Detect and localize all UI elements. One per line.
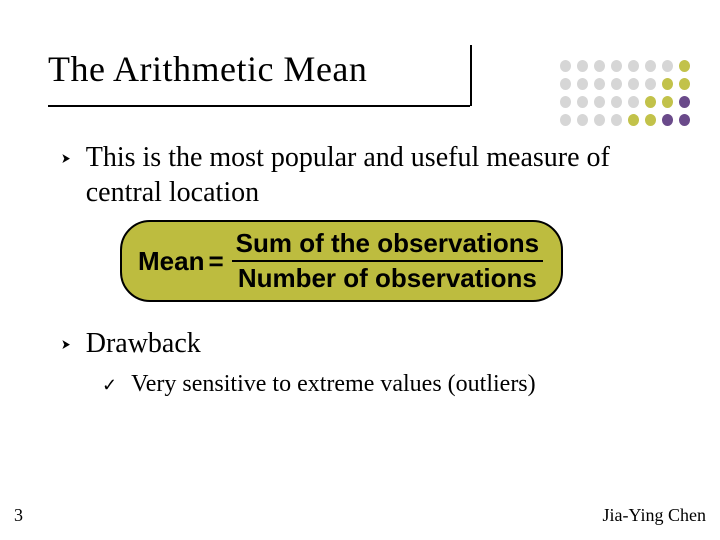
chevron-right-icon: ➤ — [61, 150, 70, 167]
dot-icon — [645, 96, 656, 108]
dot-icon — [662, 96, 673, 108]
dot-icon — [594, 60, 605, 72]
dot-icon — [611, 96, 622, 108]
formula-denominator: Number of observations — [232, 260, 543, 294]
dot-icon — [679, 60, 690, 72]
bullet-text: Drawback — [86, 326, 201, 361]
dot-icon — [577, 96, 588, 108]
bullet-item: ➤ Drawback — [60, 326, 680, 361]
title-underline — [48, 105, 470, 107]
dot-icon — [662, 60, 673, 72]
dot-icon — [560, 114, 571, 126]
dots-row — [560, 96, 690, 108]
sub-bullet-text: Very sensitive to extreme values (outlie… — [131, 371, 536, 398]
dot-icon — [611, 60, 622, 72]
dot-icon — [679, 78, 690, 90]
page-number: 3 — [14, 505, 23, 526]
dot-icon — [662, 114, 673, 126]
dot-icon — [577, 60, 588, 72]
dots-row — [560, 60, 690, 72]
check-icon: ✓ — [102, 375, 117, 396]
dot-icon — [645, 114, 656, 126]
chevron-right-icon: ➤ — [61, 336, 70, 353]
dot-icon — [594, 78, 605, 90]
formula-box: Mean = Sum of the observations Number of… — [120, 220, 563, 302]
dot-icon — [679, 96, 690, 108]
bullet-item: ➤ This is the most popular and useful me… — [60, 140, 680, 210]
formula-lhs: Mean — [138, 246, 204, 277]
dot-icon — [628, 114, 639, 126]
dot-icon — [645, 78, 656, 90]
equals-icon: = — [208, 246, 223, 277]
title-vertical-line — [470, 45, 472, 106]
dot-icon — [577, 78, 588, 90]
dot-icon — [594, 114, 605, 126]
body-area: ➤ This is the most popular and useful me… — [60, 140, 680, 398]
dot-icon — [577, 114, 588, 126]
dots-row — [560, 114, 690, 126]
dot-icon — [560, 96, 571, 108]
formula-fraction: Sum of the observations Number of observ… — [230, 228, 545, 294]
dot-icon — [594, 96, 605, 108]
dots-row — [560, 78, 690, 90]
dot-icon — [560, 78, 571, 90]
decorative-dots — [560, 60, 690, 132]
dot-icon — [628, 60, 639, 72]
dot-icon — [662, 78, 673, 90]
dot-icon — [560, 60, 571, 72]
dot-icon — [679, 114, 690, 126]
sub-bullet-item: ✓ Very sensitive to extreme values (outl… — [102, 371, 680, 398]
dot-icon — [628, 78, 639, 90]
formula: Mean = Sum of the observations Number of… — [138, 228, 545, 294]
dot-icon — [628, 96, 639, 108]
bullet-text: This is the most popular and useful meas… — [86, 140, 680, 210]
dot-icon — [611, 78, 622, 90]
author-name: Jia-Ying Chen — [603, 505, 707, 526]
dot-icon — [611, 114, 622, 126]
dot-icon — [645, 60, 656, 72]
formula-numerator: Sum of the observations — [230, 228, 545, 260]
formula-area: Mean = Sum of the observations Number of… — [120, 220, 680, 302]
slide: The Arithmetic Mean ➤ This is the most p… — [0, 0, 720, 540]
